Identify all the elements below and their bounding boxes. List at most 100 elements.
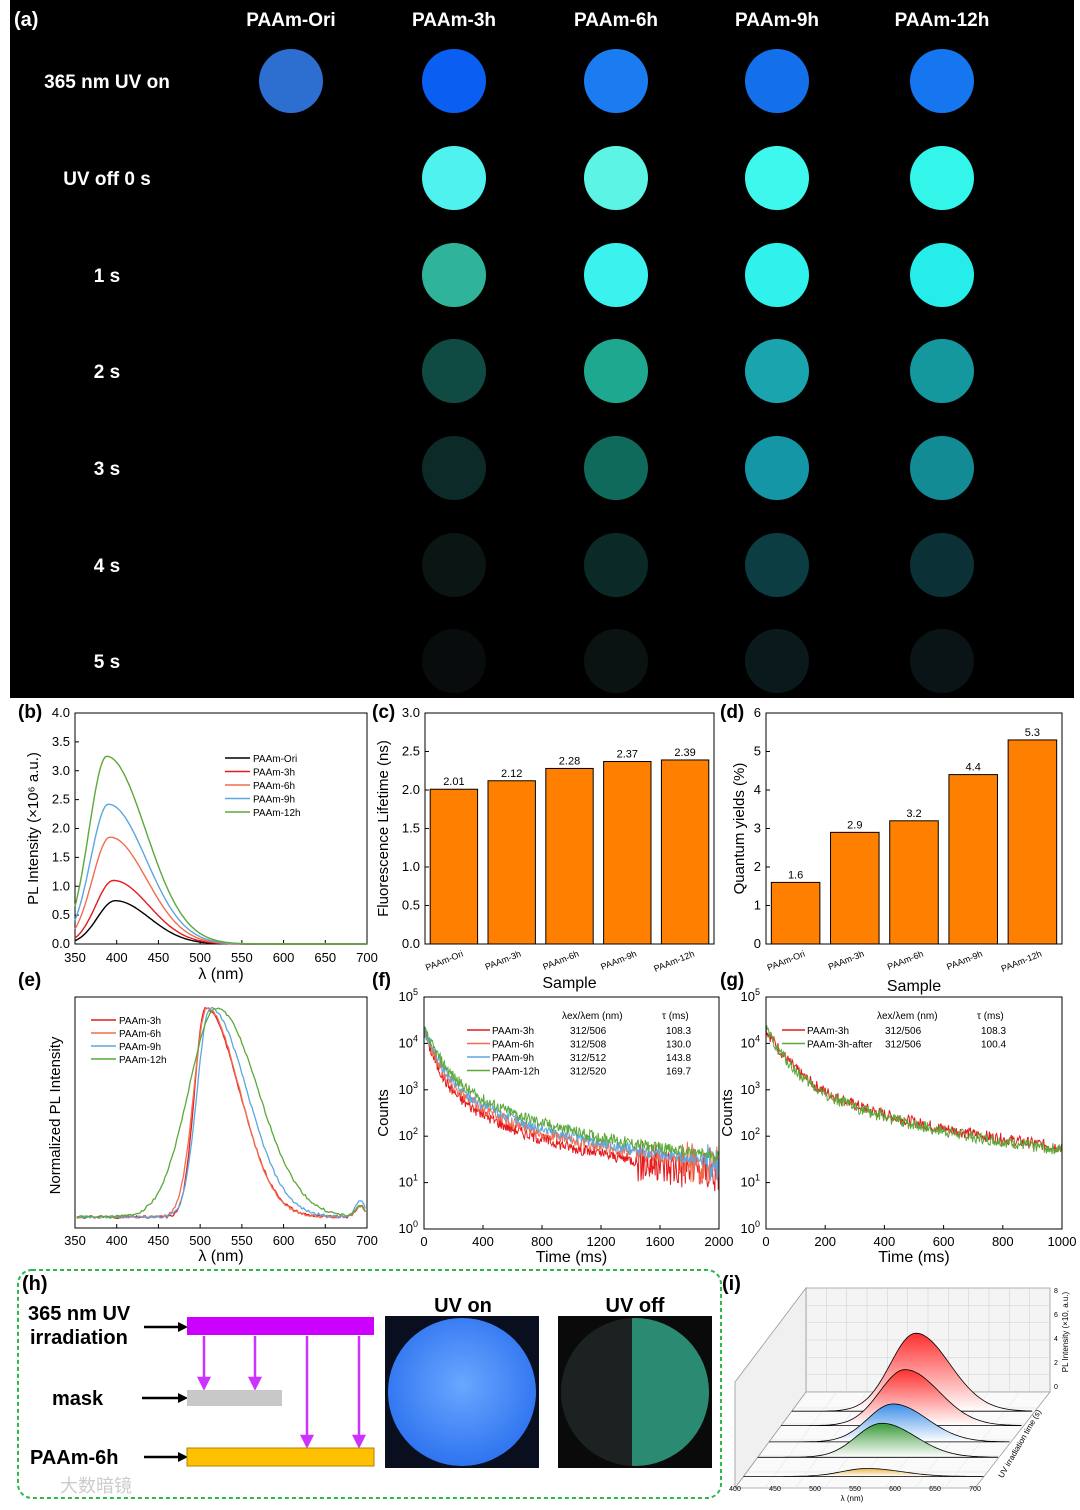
y-tick-label: 1.5 (402, 821, 420, 836)
x-axis-label: λ (nm) (198, 1248, 243, 1265)
bar-value-label: 4.4 (966, 762, 981, 774)
x-tick-label: 200 (814, 1234, 836, 1249)
x-tick-label: 650 (929, 1486, 941, 1493)
bar (487, 780, 536, 945)
y-tick-label: 2.0 (52, 821, 70, 836)
x-tick-label: 400 (874, 1234, 896, 1249)
y-tick-label: 105 (399, 987, 418, 1004)
y-tick-label: 2.5 (52, 792, 70, 807)
series-line (423, 1025, 720, 1162)
bar (660, 759, 710, 945)
legend-label: PAAm-6h (253, 781, 295, 792)
series-line (76, 1007, 366, 1220)
y-tick-label: 0.5 (52, 907, 70, 922)
panel-label: (c) (372, 702, 395, 723)
x-tick-label: PAAm-6h (541, 949, 580, 972)
bar (429, 788, 479, 945)
x-tick-label: PAAm-9h (599, 949, 638, 972)
x-tick-label: 700 (969, 1486, 981, 1493)
series-line (74, 879, 367, 945)
bar-value-label: 2.37 (617, 749, 638, 761)
x-tick-label: PAAm-12h (1000, 949, 1043, 974)
series-line (423, 1026, 720, 1183)
x-tick-label: PAAm-9h (945, 949, 984, 972)
sample-disc (422, 436, 486, 500)
y-tick-label: 1 (754, 898, 761, 913)
bar-value-label: 2.9 (847, 819, 862, 831)
panel-h: (h) 365 nm UV irradiation mask PAAm-6h U… (17, 1269, 722, 1499)
legend-label: PAAm-3h (253, 768, 295, 779)
x-tick-label: PAAm-6h (886, 949, 925, 972)
panel-label: (f) (372, 970, 391, 991)
legend-lambda: 312/506 (885, 1040, 922, 1051)
x-axis-label: Time (ms) (878, 1249, 949, 1266)
sample-disc (910, 339, 974, 403)
y-axis-label: Counts (375, 1089, 392, 1137)
bar (830, 831, 880, 945)
x-tick-label: 400 (729, 1486, 741, 1493)
x-tick-label: PAAm-3h (827, 949, 866, 972)
series-line (423, 1029, 720, 1192)
legend-label: PAAm-9h (492, 1053, 534, 1064)
sample-disc (910, 436, 974, 500)
uv-source-bar (187, 1317, 374, 1335)
panel-label: (g) (720, 970, 744, 991)
y-tick-label: 103 (399, 1080, 418, 1097)
y-tick-label: 3.5 (52, 734, 70, 749)
y-tick-label: 0 (754, 936, 761, 951)
column-header: PAAm-9h (735, 10, 819, 31)
bar-value-label: 5.3 (1025, 727, 1040, 739)
x-tick-label: 650 (314, 1233, 336, 1248)
bar (545, 767, 594, 945)
sample-disc (584, 533, 648, 597)
bar (770, 881, 821, 945)
legend-tau: 100.4 (981, 1040, 1006, 1051)
plot-frame (765, 996, 1063, 1230)
y-tick-label: 4.0 (52, 705, 70, 720)
sample-disc (584, 436, 648, 500)
bar-value-label: 2.12 (501, 768, 522, 780)
panel-i-label: (i) (722, 1273, 741, 1295)
x-tick-label: PAAm-3h (484, 949, 523, 972)
column-header: PAAm-12h (895, 10, 990, 31)
x-tick-label: 700 (356, 950, 378, 965)
x-tick-label: 400 (472, 1234, 494, 1249)
sample-disc (745, 243, 809, 307)
x-tick-label: 450 (148, 1233, 170, 1248)
sample-disc (422, 339, 486, 403)
legend-label: PAAm-3h (807, 1026, 849, 1037)
column-header: PAAm-6h (574, 10, 658, 31)
y-axis-label: Fluorescence Lifetime (ns) (375, 740, 392, 917)
sample-disc (584, 339, 648, 403)
panel-a: (a) PAAm-Ori PAAm-3h PAAm-6h PAAm-9h PAAm-12… (10, 0, 1074, 698)
y-tick-label: 101 (399, 1173, 418, 1190)
legend-label: PAAm-6h (119, 1029, 161, 1040)
z-axis-label: PL Intensity (×10, a.u.) (1061, 1291, 1070, 1372)
y-tick-label: 102 (741, 1126, 760, 1143)
x-axis-label: Time (ms) (536, 1249, 607, 1266)
spectrum-surface (743, 1468, 984, 1477)
x-tick-label: 400 (106, 1233, 128, 1248)
x-tick-label: PAAm-12h (652, 949, 695, 974)
y-tick-label: 3.0 (402, 705, 420, 720)
series-line (76, 1007, 366, 1219)
y-axis-label: Quantum yields (%) (731, 763, 748, 895)
legend-label: PAAm-Ori (253, 754, 297, 765)
plot-frame (423, 996, 720, 1230)
y-tick-label: 2 (754, 859, 761, 874)
y-tick-label: 3.0 (52, 763, 70, 778)
legend-lambda: 312/520 (570, 1067, 607, 1078)
x-tick-label: 500 (189, 1233, 211, 1248)
mask-label: mask (52, 1388, 104, 1410)
y-axis-label: Normalized PL Intensity (47, 1036, 64, 1194)
legend-header-tau: τ (ms) (662, 1011, 689, 1022)
legend-header-lambda: λex/λem (nm) (877, 1011, 938, 1022)
sample-disc (910, 49, 974, 113)
sample-bar (186, 1447, 375, 1467)
sample-disc (584, 629, 648, 693)
x-tick-label: PAAm-Ori (424, 949, 465, 973)
bar (889, 820, 939, 945)
bar-value-label: 1.6 (788, 869, 803, 881)
y-tick-label: 0.0 (402, 936, 420, 951)
